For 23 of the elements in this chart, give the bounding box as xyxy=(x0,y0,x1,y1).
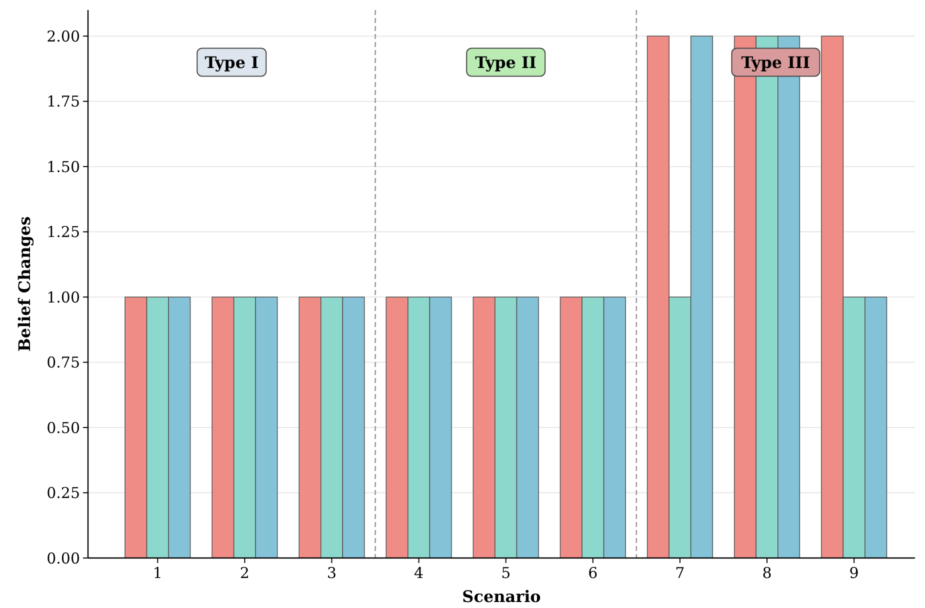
y-axis-title: Belief Changes xyxy=(15,216,34,352)
y-tick-label: 1.50 xyxy=(46,158,80,176)
y-tick-label: 0.25 xyxy=(46,484,80,502)
annotation: Type III xyxy=(741,52,810,72)
y-tick-label: 1.00 xyxy=(46,288,80,306)
x-tick-label: 6 xyxy=(588,564,598,582)
y-tick-label: 1.75 xyxy=(46,92,80,111)
annotation: Type I xyxy=(204,52,259,72)
x-tick-label: 5 xyxy=(501,564,511,582)
annotation: Type II xyxy=(475,52,537,72)
y-tick-label: 1.25 xyxy=(46,223,80,242)
x-tick-label: 3 xyxy=(326,564,337,582)
x-tick-label: 7 xyxy=(675,564,685,582)
x-tick-label: 9 xyxy=(849,564,859,582)
y-tick-label: 0.75 xyxy=(46,354,80,372)
x-tick-label: 1 xyxy=(152,564,162,582)
x-tick-label: 4 xyxy=(414,564,424,582)
x-tick-label: 2 xyxy=(240,564,250,582)
y-tick-label: 2.00 xyxy=(46,27,80,46)
y-tick-label: 0.00 xyxy=(46,549,80,568)
x-axis-title: Scenario xyxy=(462,587,542,606)
x-tick-label: 8 xyxy=(762,564,772,582)
y-tick-label: 0.50 xyxy=(46,418,80,437)
